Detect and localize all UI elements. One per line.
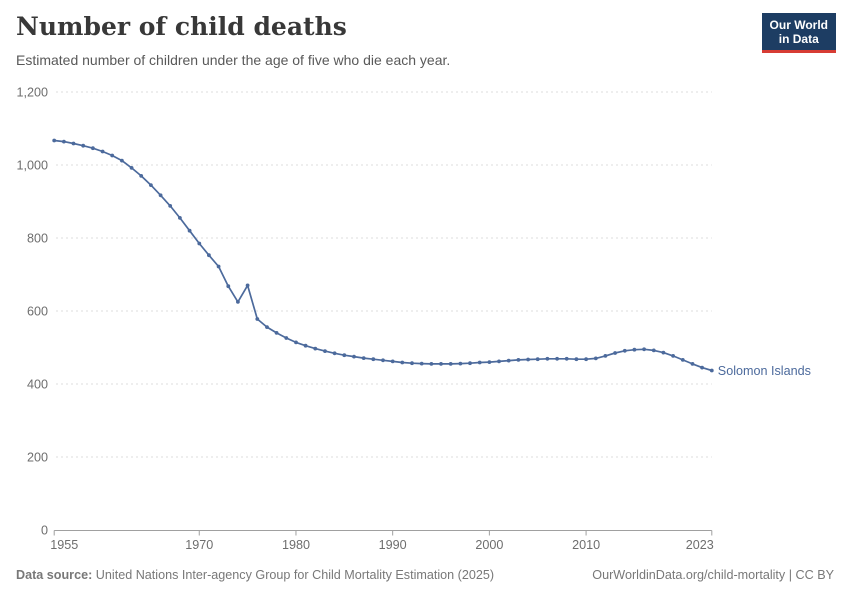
series-point[interactable] <box>661 350 666 355</box>
series-point[interactable] <box>120 158 124 163</box>
series-point[interactable] <box>294 340 298 345</box>
x-tick-label: 1990 <box>379 538 407 552</box>
owid-url-link[interactable]: OurWorldinData.org/child-mortality | CC … <box>592 568 834 582</box>
x-tick-label: 2023 <box>686 538 714 552</box>
series-point[interactable] <box>468 361 472 366</box>
series-point[interactable] <box>487 360 492 364</box>
data-source-label: Data source: <box>16 568 93 582</box>
series-point[interactable] <box>671 354 675 358</box>
data-source-text: United Nations Inter-agency Group for Ch… <box>95 568 495 582</box>
series-point[interactable] <box>216 264 221 269</box>
series-point[interactable] <box>323 349 327 353</box>
data-source-note: Data source: United Nations Inter-agency… <box>16 568 494 582</box>
series-point[interactable] <box>245 283 250 288</box>
owid-logo[interactable]: Our World in Data <box>761 13 836 53</box>
x-tick-label: 1980 <box>282 538 310 552</box>
series-point[interactable] <box>545 356 550 361</box>
series-point[interactable] <box>313 346 318 351</box>
series-point[interactable] <box>284 336 289 340</box>
series-point[interactable] <box>62 139 66 144</box>
series-point[interactable] <box>574 357 579 362</box>
series-point[interactable] <box>255 317 260 321</box>
series-point[interactable] <box>168 204 173 208</box>
series-point[interactable] <box>642 347 646 352</box>
y-tick-label: 1,000 <box>16 159 48 173</box>
series-point[interactable] <box>651 348 656 353</box>
series-point[interactable] <box>700 365 704 370</box>
series-point[interactable] <box>390 359 395 364</box>
series-point[interactable] <box>149 183 153 188</box>
y-tick-label: 400 <box>27 378 48 392</box>
series-point[interactable] <box>236 300 240 304</box>
y-tick-label: 0 <box>41 524 48 538</box>
y-tick-label: 200 <box>27 451 48 465</box>
series-point[interactable] <box>265 325 269 329</box>
series-point[interactable] <box>303 343 308 348</box>
series-point[interactable] <box>448 362 453 366</box>
x-tick-label: 1970 <box>185 538 213 552</box>
series-point[interactable] <box>197 241 202 246</box>
y-tick-label: 1,200 <box>16 86 48 100</box>
series-point[interactable] <box>342 353 347 358</box>
x-tick-label: 1955 <box>50 538 78 552</box>
series-point[interactable] <box>709 368 714 373</box>
series-point[interactable] <box>139 174 144 178</box>
series-point[interactable] <box>419 361 424 366</box>
series-point[interactable] <box>603 354 608 358</box>
series-point[interactable] <box>593 356 598 361</box>
series-point[interactable] <box>429 362 434 366</box>
series-point[interactable] <box>371 357 376 362</box>
series-point[interactable] <box>680 358 685 362</box>
series-point[interactable] <box>158 193 163 198</box>
series-point[interactable] <box>622 348 627 353</box>
series-point[interactable] <box>110 153 115 158</box>
series-point[interactable] <box>81 143 86 148</box>
series-point[interactable] <box>361 356 366 360</box>
series-point[interactable] <box>91 146 95 151</box>
series-point[interactable] <box>613 351 617 355</box>
chart-subtitle: Estimated number of children under the a… <box>16 52 451 68</box>
series-point[interactable] <box>274 331 279 335</box>
series-point[interactable] <box>207 253 211 258</box>
series-point[interactable] <box>71 141 76 146</box>
series-point[interactable] <box>584 357 588 362</box>
series-point[interactable] <box>178 216 182 220</box>
series-point[interactable] <box>129 166 134 170</box>
series-point[interactable] <box>400 360 405 365</box>
series-point[interactable] <box>100 149 105 154</box>
series-point[interactable] <box>477 360 482 365</box>
series-point[interactable] <box>52 138 57 143</box>
series-point[interactable] <box>497 359 501 364</box>
y-tick-label: 600 <box>27 305 48 319</box>
series-point[interactable] <box>226 284 231 289</box>
y-tick-label: 800 <box>27 232 48 246</box>
x-tick-label: 2010 <box>572 538 600 552</box>
owid-logo-line2: in Data <box>778 32 819 46</box>
series-point[interactable] <box>535 357 540 362</box>
series-point[interactable] <box>526 357 530 362</box>
x-tick-label: 2000 <box>475 538 503 552</box>
series-point[interactable] <box>187 228 192 233</box>
series-point[interactable] <box>352 354 356 359</box>
chart-footer: Data source: United Nations Inter-agency… <box>16 568 834 582</box>
series-point[interactable] <box>410 361 414 366</box>
series-point[interactable] <box>458 361 463 366</box>
owid-logo-line1: Our World <box>769 18 828 32</box>
series-point[interactable] <box>516 358 521 362</box>
series-point[interactable] <box>690 362 695 366</box>
series-point[interactable] <box>555 356 559 361</box>
series-line[interactable] <box>53 139 713 372</box>
series-entity-label: Solomon Islands <box>718 364 811 378</box>
page-title: Number of child deaths <box>16 12 347 41</box>
series-point[interactable] <box>632 347 637 352</box>
series-point[interactable] <box>381 358 385 363</box>
series-point[interactable] <box>564 356 569 361</box>
series-point[interactable] <box>506 358 511 363</box>
series-point[interactable] <box>332 351 337 356</box>
series-point[interactable] <box>439 362 443 366</box>
